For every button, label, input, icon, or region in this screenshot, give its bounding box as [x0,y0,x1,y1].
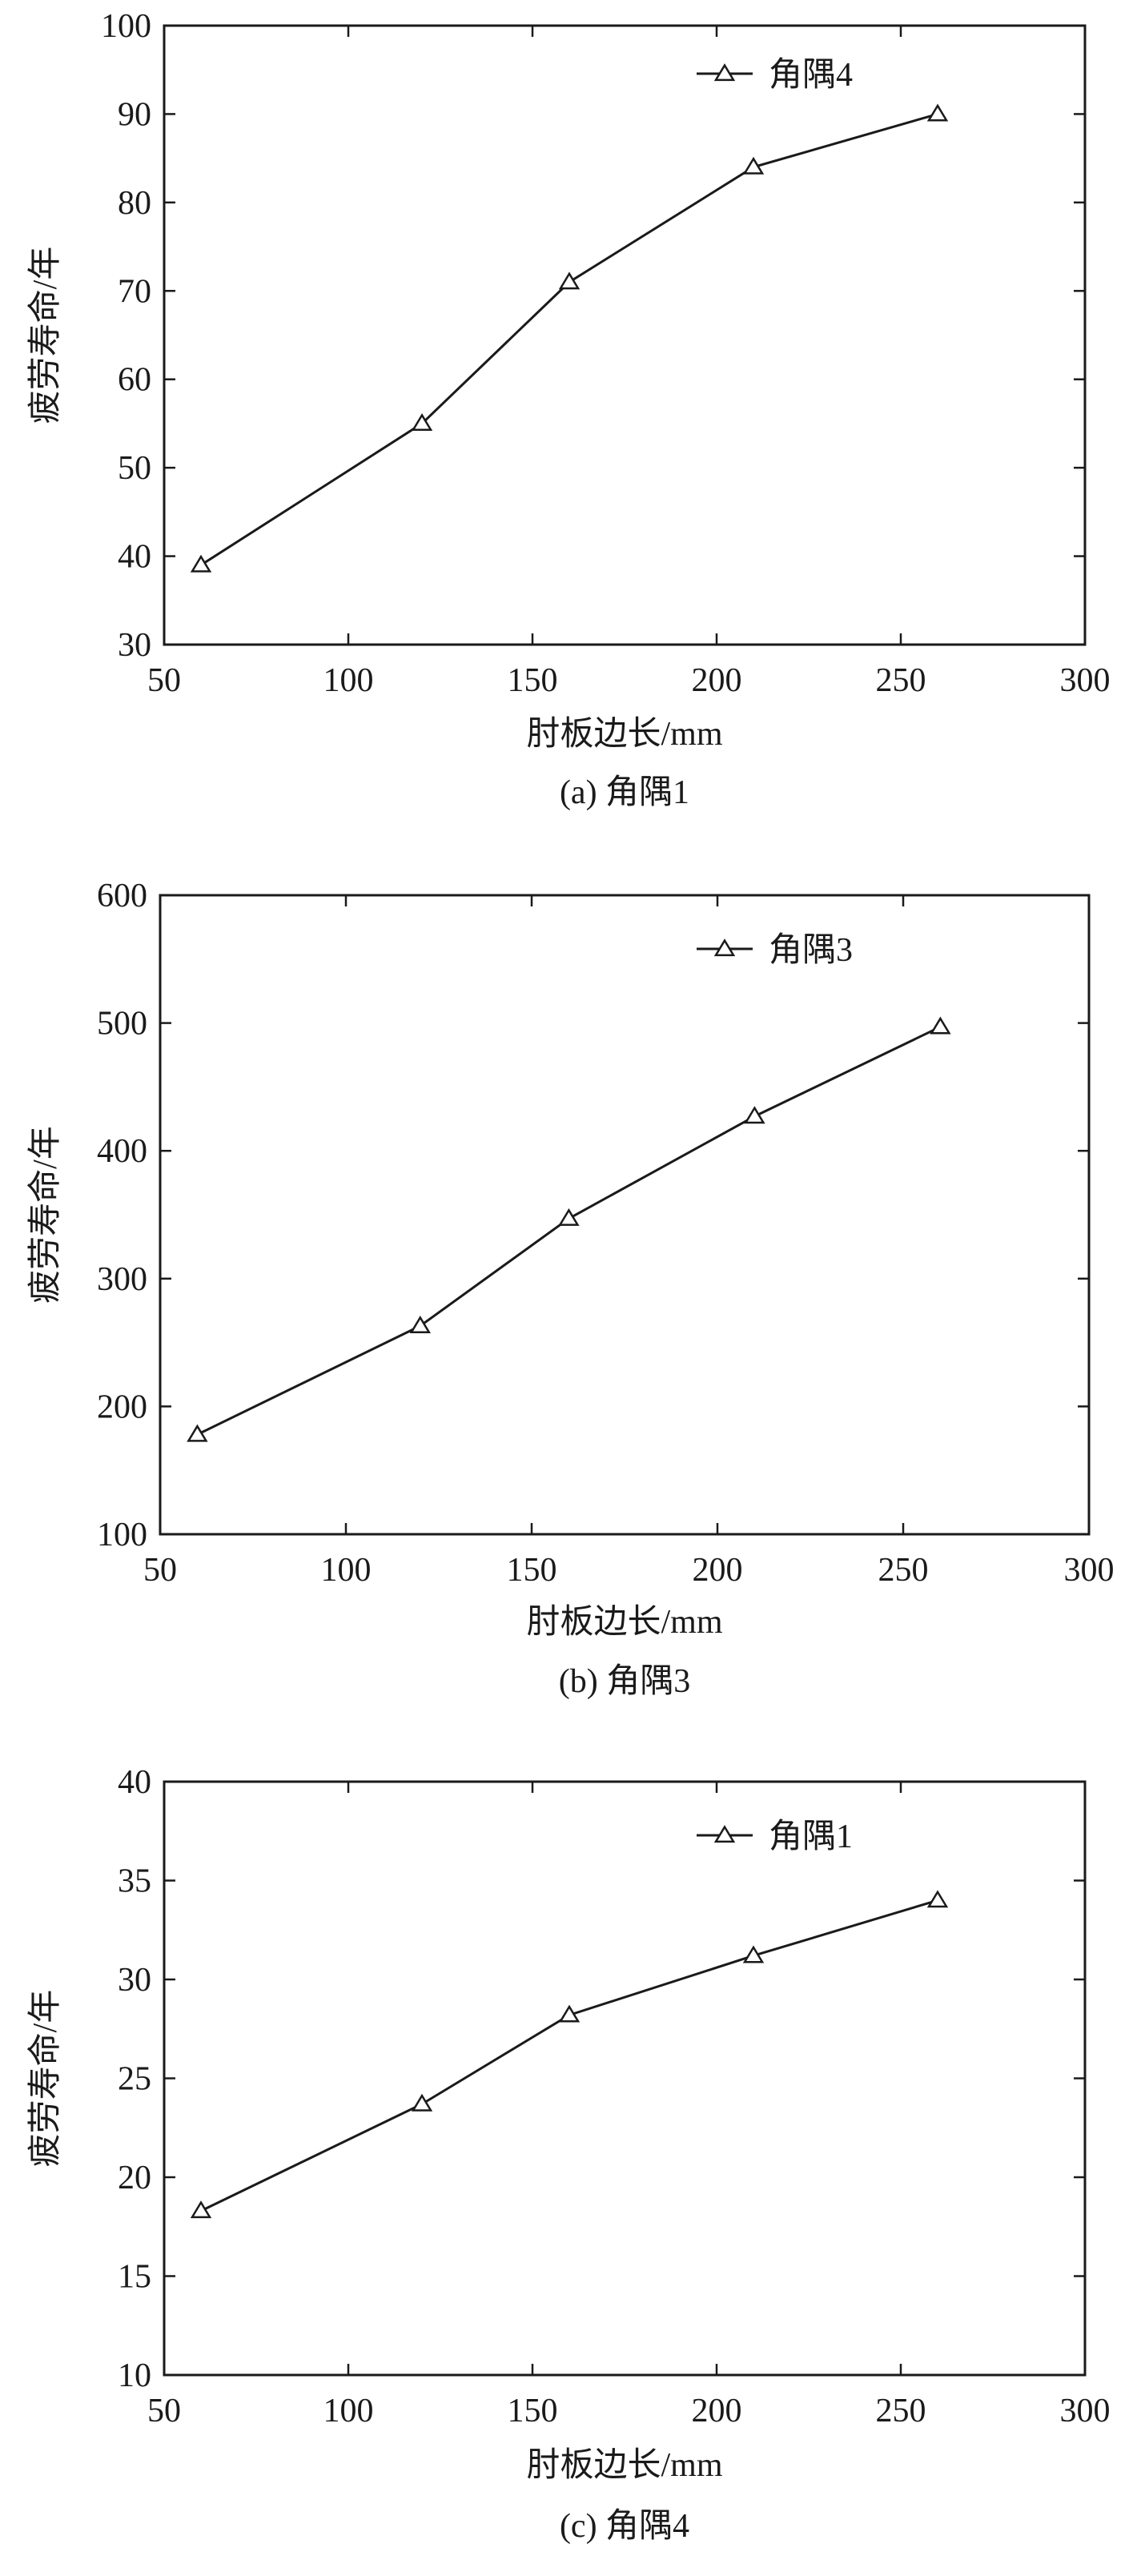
data-point-marker [926,103,949,122]
legend-marker-icon [713,63,736,82]
y-axis-label: 疲劳寿命/年 [26,1126,64,1304]
x-tick-label: 100 [323,2393,374,2429]
y-tick-label: 90 [118,96,151,133]
x-tick-label: 250 [878,1552,929,1589]
data-point-marker [190,2200,212,2219]
y-tick-label: 15 [118,2259,151,2296]
x-axis-label: 肘板边长/mm [526,716,722,753]
x-tick-label: 50 [147,2393,181,2429]
y-axis-label: 疲劳寿命/年 [26,247,64,424]
series-line [200,112,938,566]
data-point-marker [411,2093,433,2112]
series-line [196,1026,942,1436]
legend-marker-icon [713,1825,736,1843]
data-point-marker [930,1016,951,1035]
y-tick-label: 100 [101,8,151,45]
y-tick-label: 70 [118,273,151,310]
x-tick-label: 300 [1060,2393,1111,2429]
y-tick-label: 60 [118,362,151,399]
legend-label: 角隅3 [769,932,853,969]
y-tick-label: 50 [118,450,151,487]
y-tick-label: 200 [97,1388,147,1425]
data-point-marker [409,1315,432,1333]
legend-marker-icon [713,938,736,957]
y-tick-label: 30 [118,1962,151,1999]
x-tick-label: 150 [508,662,558,699]
data-point-marker [558,2004,581,2023]
x-tick-label: 200 [692,662,742,699]
x-tick-label: 250 [876,662,926,699]
panel-caption: (b) 角隅3 [559,1663,690,1700]
y-tick-label: 30 [118,627,151,664]
plot-frame [163,24,1087,646]
y-axis-label: 疲劳寿命/年 [26,1990,64,2168]
y-tick-label: 10 [118,2357,151,2394]
legend-label: 角隅1 [769,1818,853,1855]
x-tick-label: 50 [147,662,181,699]
series-line [200,1899,938,2212]
x-tick-label: 300 [1060,662,1111,699]
y-tick-label: 20 [118,2160,151,2196]
plot-frame [159,894,1091,1536]
chart-panel-1: 50 100 150 200 250 300 30 40 50 60 70 80 90 100 肘板边长/m… [26,8,1111,811]
y-tick-label: 40 [118,539,151,576]
y-tick-label: 25 [118,2061,151,2098]
data-point-marker [558,1208,580,1226]
y-tick-label: 500 [97,1006,147,1043]
legend-label: 角隅4 [769,57,853,94]
x-tick-label: 150 [508,2393,558,2429]
x-tick-label: 250 [876,2393,926,2429]
y-tick-label: 40 [118,1764,151,1801]
plot-frame [163,1780,1087,2377]
data-point-marker [926,1890,949,1908]
data-point-marker [411,413,433,432]
data-point-marker [742,156,765,175]
y-tick-label: 600 [97,878,147,914]
y-tick-label: 35 [118,1863,151,1900]
x-tick-label: 200 [692,2393,742,2429]
x-tick-label: 200 [693,1552,743,1589]
x-tick-label: 300 [1064,1552,1115,1589]
x-tick-label: 150 [507,1552,557,1589]
x-tick-label: 100 [323,662,374,699]
data-point-marker [744,1106,765,1124]
data-point-marker [742,1945,765,1963]
data-point-marker [558,271,581,290]
x-axis-label: 肘板边长/mm [526,2447,722,2484]
data-point-marker [190,554,212,573]
data-point-marker [187,1424,208,1442]
y-tick-label: 400 [97,1133,147,1170]
x-tick-label: 50 [143,1552,177,1589]
chart-panel-2: 50 100 150 200 250 300100200300400500600肘板边长/… [26,878,1115,1700]
x-tick-label: 100 [321,1552,372,1589]
y-tick-label: 100 [97,1517,147,1553]
chart-panel-3: 50 100 150 200 250 300 10 15 20 25 30 35 40 肘板边长/mm 疲劳… [26,1764,1111,2545]
y-tick-label: 80 [118,185,151,222]
panel-caption: (c) 角隅4 [560,2508,689,2545]
panel-caption: (a) 角隅1 [560,774,689,811]
y-tick-label: 300 [97,1261,147,1298]
x-axis-label: 肘板边长/mm [526,1604,722,1641]
